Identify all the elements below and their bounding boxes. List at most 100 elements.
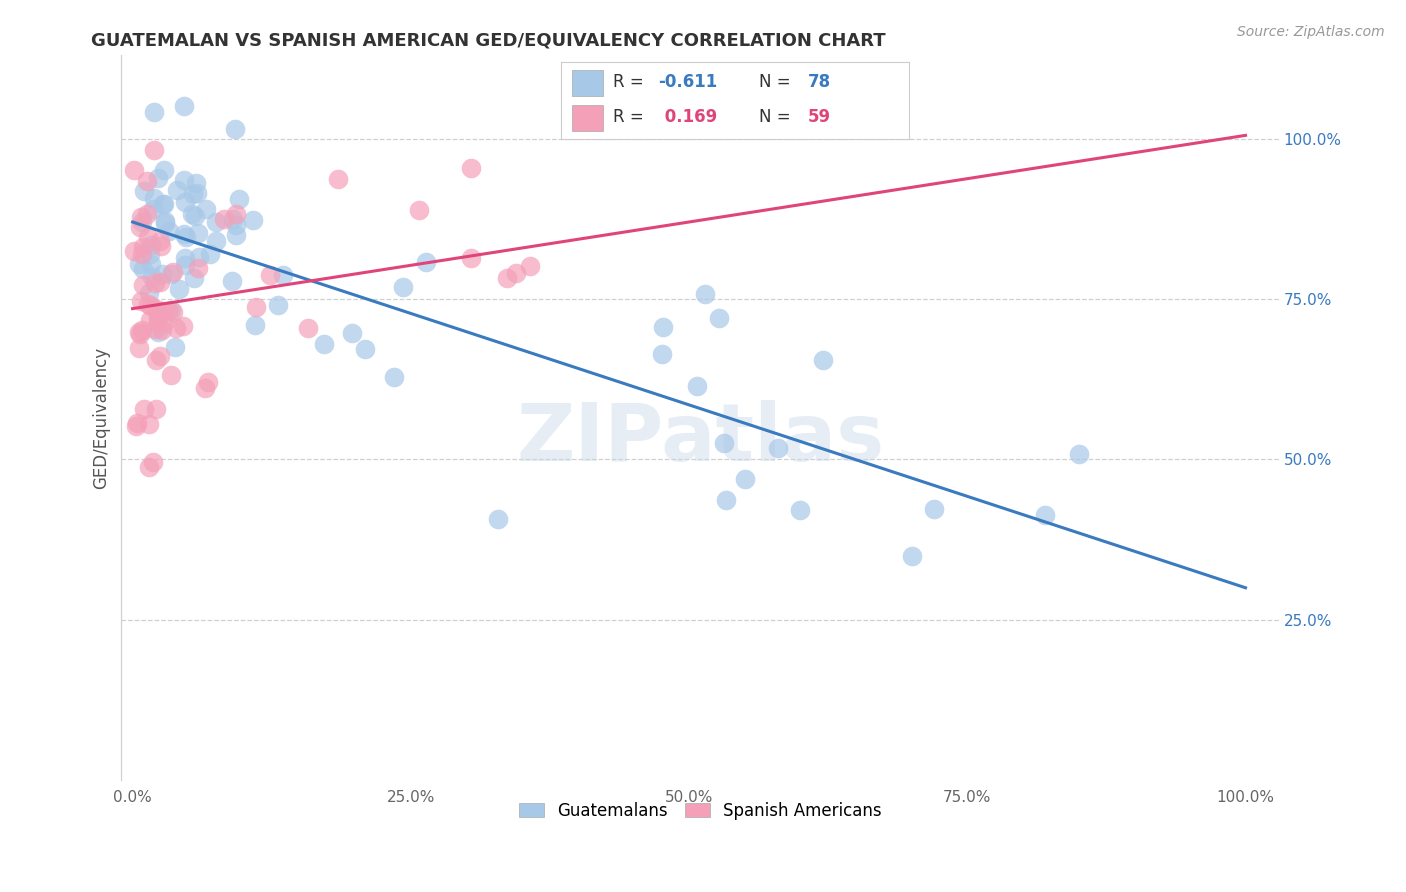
Point <box>128 219 150 234</box>
Point <box>150 303 173 318</box>
Point <box>153 316 176 330</box>
Point <box>184 209 207 223</box>
Point <box>145 322 167 336</box>
Point <box>131 247 153 261</box>
Point <box>160 302 183 317</box>
Point <box>188 250 211 264</box>
Point <box>145 353 167 368</box>
Point <box>174 251 197 265</box>
Point <box>145 402 167 417</box>
Point <box>146 325 169 339</box>
Point <box>1067 447 1090 461</box>
Point <box>811 352 834 367</box>
Point <box>194 381 217 395</box>
Point <box>194 202 217 216</box>
Point <box>686 378 709 392</box>
Point <box>271 268 294 282</box>
Point <box>228 193 250 207</box>
Point <box>183 271 205 285</box>
Point <box>505 266 527 280</box>
Point <box>138 285 160 300</box>
Point <box>159 224 181 238</box>
Point <box>693 287 716 301</box>
Point <box>136 173 159 187</box>
Point <box>131 322 153 336</box>
Point <box>149 239 172 253</box>
Point <box>245 300 267 314</box>
Point <box>651 320 673 334</box>
Point <box>146 311 169 326</box>
Point <box>165 321 187 335</box>
Point <box>146 314 169 328</box>
Point <box>382 369 405 384</box>
Point <box>141 299 163 313</box>
Point <box>205 214 228 228</box>
Point <box>766 441 789 455</box>
Point <box>198 246 221 260</box>
Point <box>312 336 335 351</box>
Point <box>132 401 155 416</box>
Point <box>707 311 730 326</box>
Point <box>149 349 172 363</box>
Point <box>922 502 945 516</box>
Point <box>142 191 165 205</box>
Point <box>131 261 153 276</box>
Point <box>156 304 179 318</box>
Point <box>172 318 194 333</box>
Point <box>148 275 170 289</box>
Point <box>169 281 191 295</box>
Point <box>173 258 195 272</box>
Point <box>153 214 176 228</box>
Point <box>153 163 176 178</box>
Point <box>165 340 187 354</box>
Point <box>139 257 162 271</box>
Point <box>142 455 165 469</box>
Point <box>150 267 173 281</box>
Point <box>486 512 509 526</box>
Point <box>160 368 183 383</box>
Point <box>162 265 184 279</box>
Point <box>128 325 150 339</box>
Point <box>143 105 166 120</box>
Point <box>141 269 163 284</box>
Point <box>900 549 922 563</box>
Point <box>135 207 157 221</box>
Point <box>138 247 160 261</box>
Point <box>651 347 673 361</box>
Point <box>415 255 437 269</box>
Point <box>146 171 169 186</box>
Point <box>187 260 209 275</box>
Point <box>225 207 247 221</box>
Point <box>181 187 204 202</box>
Text: Source: ZipAtlas.com: Source: ZipAtlas.com <box>1237 25 1385 39</box>
Point <box>129 210 152 224</box>
Point <box>243 318 266 332</box>
Point <box>138 417 160 431</box>
Point <box>134 184 156 198</box>
Point <box>173 99 195 113</box>
Point <box>221 274 243 288</box>
Point <box>131 294 153 309</box>
Point <box>495 270 517 285</box>
Point <box>460 161 482 175</box>
Point <box>212 212 235 227</box>
Point <box>224 122 246 136</box>
Point <box>267 298 290 312</box>
Point <box>187 227 209 241</box>
Point <box>153 197 176 211</box>
Point <box>128 257 150 271</box>
Point <box>460 251 482 265</box>
Point <box>149 235 172 249</box>
Point <box>122 163 145 178</box>
Point <box>159 267 181 281</box>
Text: GUATEMALAN VS SPANISH AMERICAN GED/EQUIVALENCY CORRELATION CHART: GUATEMALAN VS SPANISH AMERICAN GED/EQUIV… <box>91 31 886 49</box>
Point <box>125 417 148 431</box>
Point <box>139 238 162 252</box>
Point <box>132 278 155 293</box>
Point <box>173 195 195 210</box>
Point <box>143 276 166 290</box>
Point <box>122 244 145 259</box>
Point <box>222 212 245 227</box>
Point <box>184 176 207 190</box>
Legend: Guatemalans, Spanish Americans: Guatemalans, Spanish Americans <box>512 795 889 826</box>
